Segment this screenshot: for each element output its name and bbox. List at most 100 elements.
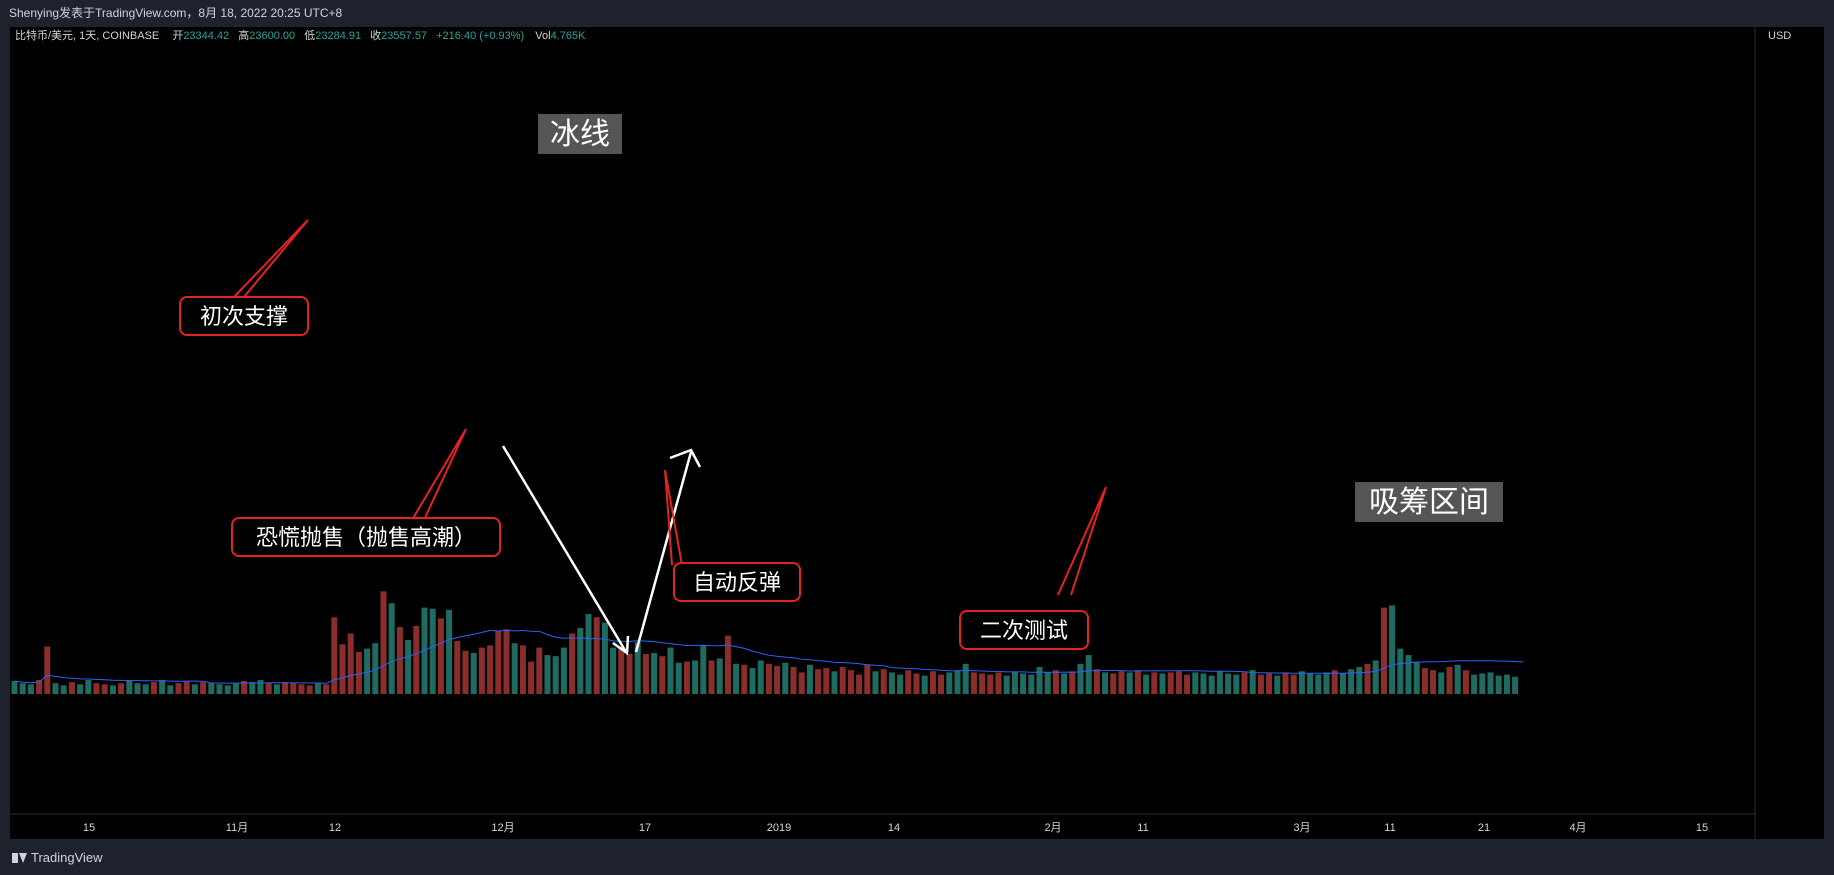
tradingview-brand[interactable]: TradingView: [12, 850, 103, 865]
volume-bar: [1003, 675, 1010, 694]
volume-bar: [183, 681, 190, 694]
volume-bar: [1233, 674, 1240, 694]
publish-info-bar: Shenying发表于TradingView.com，8月 18, 2022 2…: [0, 0, 1834, 27]
secondary-test-label[interactable]: 二次测试: [959, 610, 1089, 650]
volume-bar: [159, 680, 166, 694]
volume-bar: [257, 680, 264, 694]
legend-close-value: 23557.57: [381, 30, 427, 42]
time-tick-label: 21: [1478, 822, 1490, 834]
volume-bar: [1126, 672, 1133, 694]
ice-line-label[interactable]: 冰线: [538, 114, 622, 154]
volume-bar: [175, 683, 182, 694]
volume-bar: [987, 674, 994, 694]
volume-bar: [913, 673, 920, 694]
volume-bar: [1020, 673, 1027, 694]
volume-bar: [774, 665, 781, 694]
volume-bar: [1405, 655, 1412, 694]
time-axis: 15 11月 12 12月 17 2019 14 2月 11 3月 11 21 4月 15: [83, 822, 1708, 834]
volume-bar: [970, 672, 977, 694]
volume-bar: [93, 683, 100, 694]
volume-bar: [495, 631, 502, 694]
callout-pointer: [1057, 486, 1107, 596]
callout-pointer: [664, 469, 683, 566]
accumulation-range-label[interactable]: 吸筹区间: [1355, 482, 1503, 522]
panic-selling-label-text: 恐慌抛售（抛售高潮）: [256, 526, 476, 551]
volume-bar: [1323, 672, 1330, 694]
volume-bar: [241, 681, 248, 694]
volume-bar: [19, 683, 26, 694]
time-tick-label: 12月: [491, 822, 514, 834]
volume-bar: [224, 685, 231, 694]
legend-high-label: 高: [238, 28, 249, 42]
panic-selling-label[interactable]: 恐慌抛售（抛售高潮）: [231, 517, 501, 557]
volume-bar: [577, 628, 584, 694]
legend-change: +216.40 (+0.93%): [436, 30, 524, 42]
time-tick-label: 12: [329, 822, 341, 834]
time-tick-label: 4月: [1569, 822, 1586, 834]
volume-bar: [470, 653, 477, 694]
volume-bar: [503, 629, 510, 694]
volume-bar: [331, 617, 338, 694]
volume-bar: [1110, 673, 1117, 694]
volume-bar: [1159, 673, 1166, 694]
volume-bar: [282, 682, 289, 694]
volume-bar: [1512, 676, 1519, 694]
volume-bar: [36, 680, 43, 694]
volume-bar: [396, 627, 403, 694]
volume-bar: [1372, 660, 1379, 694]
volume-bar: [1339, 673, 1346, 694]
volume-bar: [724, 635, 731, 694]
volume-bar: [85, 680, 92, 694]
volume-bar: [995, 672, 1002, 694]
volume-bar: [626, 654, 633, 694]
volume-bar: [1257, 674, 1264, 694]
volume-bar: [1093, 669, 1100, 694]
volume-bar: [1175, 671, 1182, 694]
automatic-rally-label[interactable]: 自动反弹: [673, 562, 801, 602]
volume-bar: [101, 684, 108, 694]
selloff-arrow-head: [612, 635, 630, 656]
volume-bar: [1462, 670, 1469, 694]
volume-bar: [314, 683, 321, 694]
volume-bar: [946, 672, 953, 694]
volume-bar: [749, 668, 756, 694]
volume-bar: [1348, 669, 1355, 694]
callout-pointer: [411, 428, 467, 521]
volume-bar: [815, 669, 822, 694]
volume-bar: [1052, 670, 1059, 694]
volume-bar: [1282, 672, 1289, 694]
volume-bar: [1298, 671, 1305, 694]
volume-bar: [1503, 674, 1510, 694]
volume-bar: [1249, 670, 1256, 694]
volume-bar: [421, 607, 428, 694]
volume-bar: [1077, 663, 1084, 694]
volume-bar: [1036, 667, 1043, 694]
volume-bar: [413, 626, 420, 694]
volume-bar: [1487, 672, 1494, 694]
volume-bar: [1118, 671, 1125, 694]
time-tick-label: 11: [1384, 822, 1395, 834]
volume-bar: [1011, 671, 1018, 694]
volume-ma-line: [14, 629, 1524, 684]
volume-bar: [118, 683, 125, 694]
volume-bar: [569, 633, 576, 694]
volume-bar: [806, 664, 813, 694]
volume-bar: [1307, 673, 1314, 694]
volume-bars: [11, 591, 1519, 694]
volume-bar: [864, 664, 871, 694]
chart-frame[interactable]: 初次支撑 恐慌抛售（抛售高潮） 自动反弹 二次测试 冰线 吸筹区间 比特币/美元, 1天,…: [10, 27, 1824, 839]
wyckoff-arrows: [501, 445, 702, 656]
volume-bar: [1102, 672, 1109, 694]
volume-bar: [642, 654, 649, 694]
volume-bar: [380, 591, 387, 694]
volume-bar: [872, 671, 879, 694]
volume-bar: [446, 609, 453, 694]
volume-bar: [323, 684, 330, 694]
volume-bar: [593, 617, 600, 694]
volume-bar: [1241, 672, 1248, 694]
volume-bar: [1184, 674, 1191, 694]
volume-bar: [544, 655, 551, 694]
volume-bar: [618, 646, 625, 694]
initial-support-label[interactable]: 初次支撑: [179, 296, 309, 336]
